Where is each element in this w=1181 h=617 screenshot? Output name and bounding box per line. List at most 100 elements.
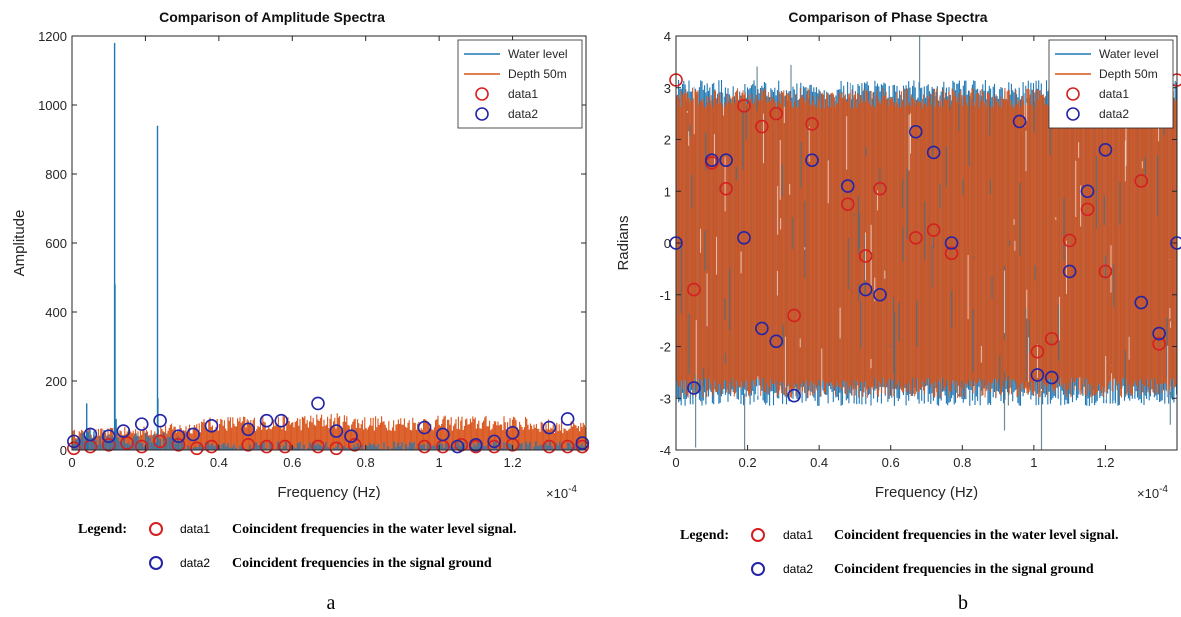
legend-entry-label: Depth 50m	[1099, 67, 1158, 81]
x-multiplier: ×10-4	[546, 484, 577, 501]
data1-point	[1030, 344, 1045, 359]
bottom-legend-b: Legend: data1 Coincident frequencies in …	[680, 528, 1119, 614]
data1-marker-icon	[751, 528, 765, 542]
data1-point	[1134, 174, 1149, 188]
panel-caption-a: a	[327, 592, 336, 614]
legend-marker-icon	[1066, 107, 1080, 121]
y-tick-label: 600	[45, 236, 67, 251]
data2-point	[344, 429, 358, 444]
x-tick-label: 0.6	[882, 455, 900, 470]
legend-entry-label: Depth 50m	[508, 67, 567, 81]
x-tick-label: 1	[1030, 455, 1037, 470]
data1-point	[190, 441, 204, 456]
data2-point	[737, 231, 751, 245]
data1-point	[417, 439, 432, 454]
y-tick-label: 1000	[38, 98, 67, 113]
data2-point	[329, 424, 344, 438]
legend-data2-desc: Coincident frequencies in the signal gro…	[232, 556, 492, 571]
x-tick-label: 0.4	[810, 455, 828, 470]
data1-point	[737, 99, 751, 113]
legend-data2-name: data2	[783, 562, 813, 576]
data1-point	[153, 434, 167, 449]
legend-entry-label: Water level	[1099, 47, 1159, 61]
x-tick-label: 0	[672, 455, 679, 470]
y-axis-label: Radians	[615, 215, 632, 270]
data1-point	[487, 439, 502, 454]
x-tick-label: 0.4	[210, 455, 228, 470]
data1-point	[329, 441, 344, 456]
data2-point	[134, 417, 149, 431]
y-tick-label: -3	[659, 391, 671, 406]
data2-point	[67, 434, 81, 449]
y-tick-label: 200	[45, 374, 67, 389]
depth-50m-series	[676, 87, 1177, 399]
y-axis-label: Amplitude	[11, 210, 28, 277]
data1-point	[204, 439, 219, 454]
data1-point	[241, 438, 256, 452]
y-tick-label: 0	[664, 236, 671, 251]
data1-point	[926, 223, 941, 237]
y-tick-label: 1	[664, 184, 671, 199]
bottom-legend-a: Legend: data1 Coincident frequencies in …	[78, 522, 517, 614]
x-tick-label: 0.2	[739, 455, 757, 470]
y-tick-label: 4	[664, 29, 671, 44]
data1-point	[769, 106, 784, 121]
data2-point	[469, 438, 483, 452]
legend-marker-icon	[475, 107, 489, 121]
data2-point	[840, 179, 855, 193]
data1-point	[908, 231, 923, 245]
legend-data1-desc: Coincident frequencies in the water leve…	[834, 528, 1119, 543]
data2-point	[436, 427, 450, 442]
y-tick-label: 1200	[38, 29, 67, 44]
data2-point	[487, 434, 502, 449]
data2-point	[687, 381, 701, 395]
chart-title: Comparison of Amplitude Spectra	[159, 9, 385, 25]
data2-point	[858, 282, 873, 297]
data1-point	[560, 439, 575, 454]
data2-point	[1152, 326, 1166, 341]
data2-point	[116, 424, 131, 438]
x-tick-label: 0.8	[357, 455, 375, 470]
x-axis-label: Frequency (Hz)	[277, 484, 380, 501]
data2-point	[542, 420, 557, 435]
x-tick-label: 0.6	[283, 455, 301, 470]
data2-point	[505, 425, 520, 440]
data1-point	[1044, 331, 1059, 346]
y-tick-label: 0	[60, 443, 67, 458]
data1-point	[1062, 233, 1077, 248]
data2-point	[1080, 184, 1095, 199]
x-axis-label: Frequency (Hz)	[875, 484, 978, 501]
x-multiplier: ×10-4	[1137, 484, 1168, 501]
chart-title: Comparison of Phase Spectra	[788, 9, 987, 25]
legend-entry-label: data1	[1099, 87, 1129, 101]
data2-point	[769, 334, 784, 349]
y-tick-label: 3	[664, 81, 671, 96]
data2-point	[171, 429, 186, 444]
data2-point	[450, 439, 465, 454]
data1-point	[873, 181, 887, 196]
data2-point	[787, 388, 801, 403]
x-tick-label: 1.2	[504, 455, 522, 470]
data2-point	[259, 413, 274, 428]
panel-caption-b: b	[958, 592, 968, 614]
y-tick-label: 2	[664, 133, 671, 148]
legend-data2-desc: Coincident frequencies in the signal gro…	[834, 562, 1094, 577]
data2-point	[926, 145, 941, 160]
data1-point	[134, 439, 149, 454]
data1-point	[1080, 202, 1095, 217]
x-tick-label: 0.8	[953, 455, 971, 470]
data2-point	[101, 429, 116, 444]
data2-point	[241, 422, 256, 437]
data1-point	[278, 439, 292, 454]
data1-point	[311, 439, 325, 454]
data1-point	[840, 197, 855, 211]
data2-point	[204, 419, 219, 433]
legend-data1-name: data1	[783, 528, 813, 542]
legend-marker-icon	[1066, 87, 1080, 101]
legend-data2-name: data2	[180, 556, 210, 570]
data2-point	[311, 396, 325, 411]
data2-point	[1062, 264, 1077, 279]
legend-data1-desc: Coincident frequencies in the water leve…	[232, 522, 517, 537]
data2-point	[274, 413, 289, 428]
data1-point	[805, 117, 819, 131]
